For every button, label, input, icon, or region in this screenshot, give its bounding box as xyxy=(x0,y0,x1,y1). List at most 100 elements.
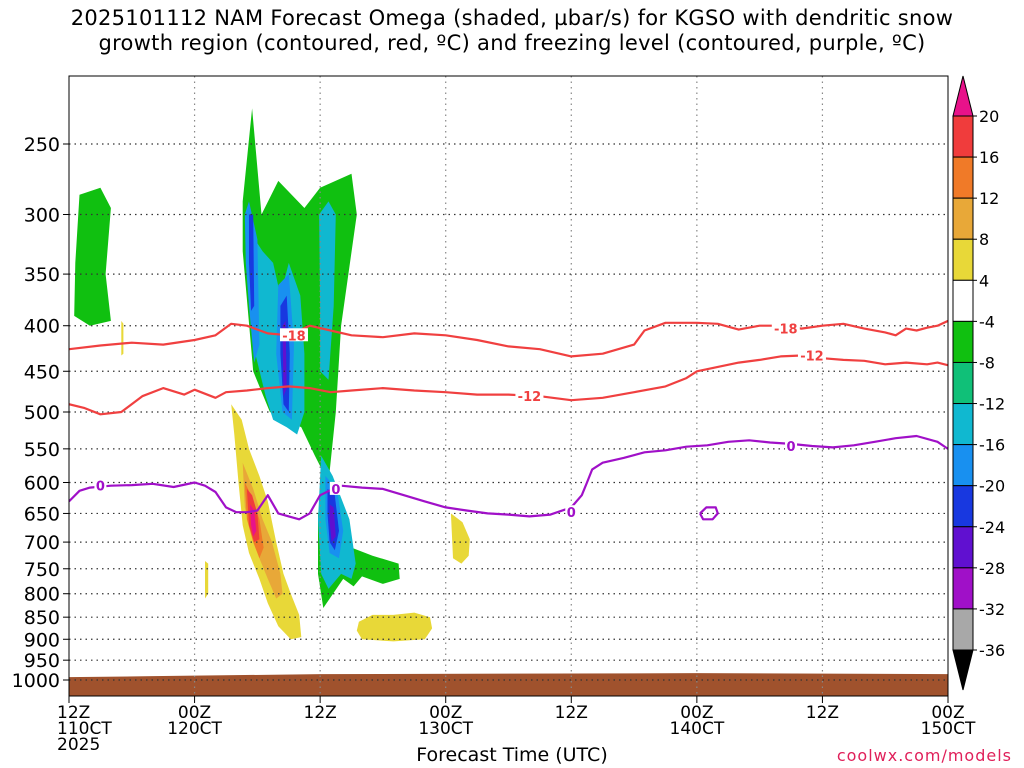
plot-area xyxy=(69,76,948,696)
colorbar-label-7: -12 xyxy=(979,395,1005,414)
colorbar-label-4: 4 xyxy=(979,271,989,290)
y-tick-label-450: 450 xyxy=(24,361,60,383)
omega-region-14 xyxy=(231,404,302,640)
colorbar-box-12 xyxy=(952,608,974,651)
contour-label-1: -18 xyxy=(774,323,798,338)
colorbar-box-5 xyxy=(952,320,974,363)
ground-fill xyxy=(69,673,948,696)
x-tick-label-7-1: 150CT xyxy=(921,719,976,739)
x-tick-label-3-1: 130CT xyxy=(418,719,473,739)
omega-region-15 xyxy=(356,612,433,642)
colorbar-label-13: -36 xyxy=(979,641,1005,660)
site-credit: coolwx.com/models xyxy=(836,746,1012,765)
y-tick-label-550: 550 xyxy=(24,439,60,461)
y-tick-label-600: 600 xyxy=(24,472,60,494)
contour-label-bg-2 xyxy=(515,389,544,403)
grid-lines xyxy=(69,76,948,696)
contour-label-bg-1 xyxy=(771,321,800,335)
contour-label-bg-3 xyxy=(797,348,826,362)
y-tick-label-950: 950 xyxy=(24,650,60,672)
contour-3 xyxy=(699,506,719,521)
y-tick-label-700: 700 xyxy=(24,532,60,554)
x-tick-label-0-1: 110CT xyxy=(57,719,112,739)
colorbar-label-12: -32 xyxy=(979,600,1005,619)
colorbar-box-1 xyxy=(952,156,974,199)
colorbar-label-6: -8 xyxy=(979,353,995,372)
contour-label-0: -18 xyxy=(282,329,306,344)
colorbar-label-11: -28 xyxy=(979,559,1005,578)
colorbar: 20 16 12 8 4 -4 -8 -12 -16 -20 -24 -28 -32 -36 xyxy=(952,75,1005,691)
chart-title-line2: growth region (contoured, red, ºC) and f… xyxy=(98,31,926,55)
colorbar-box-8 xyxy=(952,444,974,487)
omega-region-17 xyxy=(205,561,209,599)
x-tick-label-1-0: 00Z xyxy=(178,703,211,723)
y-tick-label-250: 250 xyxy=(24,134,60,156)
colorbar-box-4 xyxy=(952,279,974,322)
contour-label-2: -12 xyxy=(518,390,542,405)
x-tick-label-6-0: 12Z xyxy=(806,703,839,723)
y-tick-label-900: 900 xyxy=(24,629,60,651)
x-tick-label-5-0: 00Z xyxy=(680,703,713,723)
contour-label-bg-4 xyxy=(94,478,107,492)
contour-1 xyxy=(69,354,948,416)
contours xyxy=(69,319,948,521)
x-tick-label-7-0: 00Z xyxy=(931,703,964,723)
chart-title: 2025101112 NAM Forecast Omega (shaded, µ… xyxy=(0,6,1024,56)
x-tick-label-0-2: 2025 xyxy=(57,735,100,755)
omega-shading xyxy=(74,108,470,642)
contour-label-bg-5 xyxy=(329,481,342,495)
omega-region-19 xyxy=(242,462,283,599)
x-tick-label-3-0: 00Z xyxy=(429,703,462,723)
colorbar-label-1: 16 xyxy=(979,148,999,167)
contour-labels: -18 -18-12-120 000 xyxy=(94,321,826,521)
contour-label-3: -12 xyxy=(800,349,824,364)
contour-label-bg-7 xyxy=(785,439,798,453)
omega-region-4 xyxy=(319,201,336,380)
ground-surface xyxy=(69,673,948,696)
contour-label-5: 0 xyxy=(331,483,340,498)
y-tick-label-650: 650 xyxy=(24,503,60,525)
y-tick-label-800: 800 xyxy=(24,584,60,606)
contour-label-bg-0 xyxy=(279,328,308,342)
colorbar-box-10 xyxy=(952,526,974,569)
omega-region-9 xyxy=(249,214,255,311)
colorbar-label-3: 8 xyxy=(979,230,989,249)
colorbar-bottom-triangle xyxy=(952,649,974,691)
x-tick-label-4-0: 12Z xyxy=(555,703,588,723)
contour-0 xyxy=(69,319,948,358)
colorbar-box-0 xyxy=(952,115,974,158)
y-tick-label-1000: 1000 xyxy=(12,670,60,692)
contour-label-7: 0 xyxy=(787,440,796,455)
colorbar-label-2: 12 xyxy=(979,189,999,208)
y-tick-label-850: 850 xyxy=(24,607,60,629)
colorbar-box-9 xyxy=(952,485,974,528)
colorbar-box-11 xyxy=(952,567,974,610)
colorbar-label-10: -24 xyxy=(979,518,1005,537)
colorbar-box-6 xyxy=(952,361,974,405)
x-tick-label-5-1: 140CT xyxy=(670,719,725,739)
colorbar-top-triangle xyxy=(952,75,974,117)
y-tick-label-750: 750 xyxy=(24,559,60,581)
colorbar-box-7 xyxy=(952,403,974,446)
x-axis-label: Forecast Time (UTC) xyxy=(416,744,608,766)
colorbar-box-2 xyxy=(952,197,974,240)
x-tick-label-1-1: 120CT xyxy=(167,719,222,739)
colorbar-box-3 xyxy=(952,238,974,281)
omega-region-18 xyxy=(121,320,124,356)
colorbar-label-8: -16 xyxy=(979,436,1005,455)
omega-region-13 xyxy=(329,504,336,543)
y-tick-label-350: 350 xyxy=(24,264,60,286)
colorbar-label-5: -4 xyxy=(979,312,995,331)
y-tick-label-400: 400 xyxy=(24,316,60,338)
contour-label-4: 0 xyxy=(96,480,105,495)
omega-region-16 xyxy=(450,513,470,564)
y-tick-label-300: 300 xyxy=(24,204,60,226)
y-tick-label-500: 500 xyxy=(24,402,60,424)
x-tick-label-0-0: 12Z xyxy=(57,703,90,723)
contour-label-6: 0 xyxy=(567,506,576,521)
chart-title-line1: 2025101112 NAM Forecast Omega (shaded, µ… xyxy=(70,6,954,30)
colorbar-label-0: 20 xyxy=(979,107,999,126)
colorbar-label-9: -20 xyxy=(979,477,1005,496)
